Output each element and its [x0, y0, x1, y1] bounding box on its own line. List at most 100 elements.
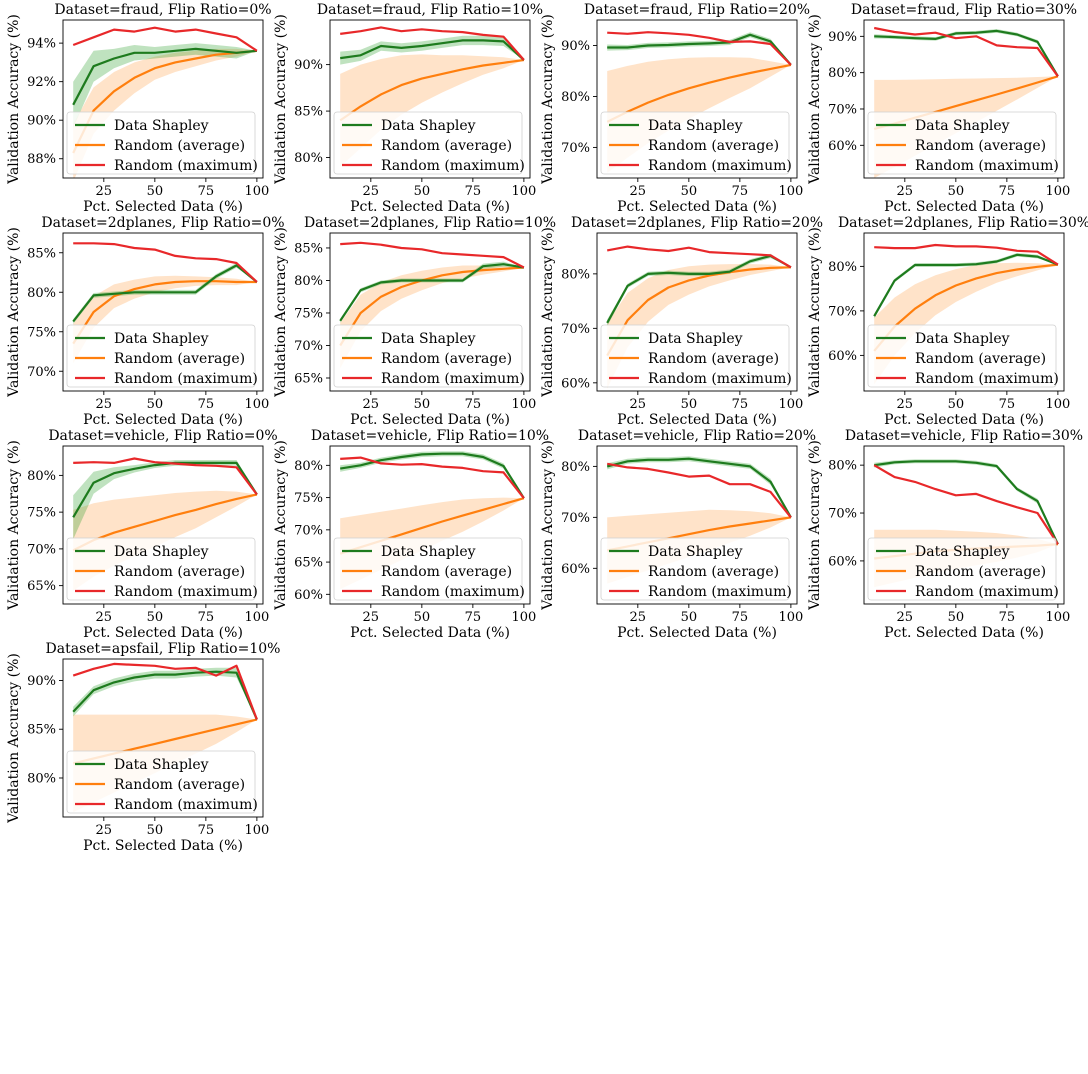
- random-maximum-line: [73, 457, 258, 496]
- random-maximum-line: [873, 26, 1059, 77]
- x-tick-label: 50: [414, 610, 431, 625]
- legend-box: [66, 537, 256, 601]
- random-average-line: [873, 263, 1059, 352]
- y-axis-label: Validation Accuracy (%): [6, 440, 22, 611]
- x-tick-label: 50: [681, 397, 698, 412]
- x-axis-label: Pct. Selected Data (%): [83, 838, 243, 854]
- y-tick-label: 60%: [561, 562, 590, 577]
- y-axis-label: Validation Accuracy (%): [273, 440, 289, 611]
- subplot-title: Dataset=vehicle, Flip Ratio=30%: [845, 428, 1083, 444]
- legend-label-shapley: Data Shapley: [381, 118, 476, 134]
- x-tick-label: 25: [897, 184, 914, 199]
- legend-label-avg: Random (average): [114, 138, 245, 154]
- y-axis-label: Validation Accuracy (%): [6, 227, 22, 398]
- axes-frame: [62, 232, 264, 392]
- legend-label-avg: Random (average): [648, 351, 779, 367]
- x-axis-label: Pct. Selected Data (%): [884, 412, 1044, 428]
- y-tick-label: 90%: [828, 30, 857, 45]
- axes-frame: [62, 445, 264, 605]
- x-tick-label: 100: [778, 610, 803, 625]
- legend-label-max: Random (maximum): [915, 371, 1059, 387]
- subplot-1: Dataset=fraud, Flip Ratio=0% Validation A…: [6, 2, 272, 215]
- legend: Data Shapley Random (average) Random (maxi…: [600, 537, 792, 601]
- legend-label-shapley: Data Shapley: [114, 118, 209, 134]
- legend-label-max: Random (maximum): [381, 584, 525, 600]
- legend-label-max: Random (maximum): [114, 158, 258, 174]
- legend: Data Shapley Random (average) Random (maxi…: [66, 537, 258, 601]
- data-shapley-line: [72, 670, 258, 720]
- y-tick-label: 65%: [27, 579, 56, 594]
- x-tick-label: 25: [897, 610, 914, 625]
- legend-label-shapley: Data Shapley: [381, 544, 476, 560]
- y-tick-label: 80%: [294, 459, 323, 474]
- x-tick-label: 25: [96, 610, 113, 625]
- y-tick-label: 70%: [828, 102, 857, 117]
- subplot-title: Dataset=2dplanes, Flip Ratio=30%: [838, 215, 1088, 231]
- axes-frame: [329, 19, 531, 179]
- legend-box: [867, 537, 1057, 601]
- x-tick-label: 100: [511, 184, 536, 199]
- legend-label-avg: Random (average): [648, 564, 779, 580]
- y-axis-label: Validation Accuracy (%): [6, 653, 22, 824]
- y-tick-label: 80%: [561, 267, 590, 282]
- random-average-band: [73, 275, 257, 364]
- x-tick-label: 75: [999, 184, 1016, 199]
- x-tick-label: 50: [414, 184, 431, 199]
- x-tick-label: 50: [147, 823, 164, 838]
- data-shapley-line: [874, 460, 1059, 545]
- legend-label-shapley: Data Shapley: [915, 331, 1010, 347]
- x-tick-label: 75: [465, 184, 482, 199]
- legend-label-max: Random (maximum): [648, 158, 792, 174]
- random-maximum-line: [340, 241, 525, 269]
- subplot-title: Dataset=apsfail, Flip Ratio=10%: [46, 641, 281, 657]
- x-tick-label: 75: [732, 610, 749, 625]
- legend-label-max: Random (maximum): [915, 584, 1059, 600]
- y-axis-label: Validation Accuracy (%): [807, 440, 823, 611]
- x-axis-label: Pct. Selected Data (%): [884, 199, 1044, 215]
- y-tick-label: 70%: [828, 304, 857, 319]
- legend-label-shapley: Data Shapley: [648, 331, 743, 347]
- legend-label-avg: Random (average): [915, 138, 1046, 154]
- x-tick-label: 75: [999, 397, 1016, 412]
- x-tick-label: 50: [681, 610, 698, 625]
- plot-area: [606, 245, 792, 389]
- x-tick-label: 50: [147, 610, 164, 625]
- y-tick-label: 90%: [27, 114, 56, 129]
- y-tick-label: 75%: [294, 491, 323, 506]
- x-axis-label: Pct. Selected Data (%): [350, 199, 510, 215]
- y-tick-label: 70%: [561, 322, 590, 337]
- y-tick-label: 75%: [294, 306, 323, 321]
- subplot-title: Dataset=vehicle, Flip Ratio=0%: [48, 428, 277, 444]
- x-tick-label: 50: [414, 397, 431, 412]
- legend-label-shapley: Data Shapley: [648, 544, 743, 560]
- y-tick-label: 60%: [561, 376, 590, 391]
- legend-label-shapley: Data Shapley: [648, 118, 743, 134]
- legend-label-avg: Random (average): [381, 351, 512, 367]
- axes-frame: [62, 658, 264, 818]
- random-maximum-line: [607, 31, 792, 66]
- legend: Data Shapley Random (average) Random (maxi…: [66, 324, 258, 388]
- data-shapley-line: [606, 457, 792, 518]
- random-average-line: [72, 493, 258, 552]
- legend: Data Shapley Random (average) Random (maxi…: [66, 750, 258, 814]
- legend-box: [600, 537, 790, 601]
- x-axis-label: Pct. Selected Data (%): [884, 625, 1044, 641]
- x-tick-label: 50: [681, 184, 698, 199]
- random-average-band: [607, 57, 791, 173]
- subplot-11: Dataset=vehicle, Flip Ratio=20% Validatio…: [540, 428, 816, 641]
- subplot-title: Dataset=fraud, Flip Ratio=30%: [851, 2, 1077, 18]
- x-axis-label: Pct. Selected Data (%): [83, 199, 243, 215]
- y-axis-label: Validation Accuracy (%): [807, 227, 823, 398]
- legend-label-max: Random (maximum): [381, 371, 525, 387]
- data-shapley-line: [72, 264, 258, 323]
- subplot-2: Dataset=fraud, Flip Ratio=10% Validation …: [273, 2, 543, 215]
- subplot-8: Dataset=2dplanes, Flip Ratio=30% Validati…: [807, 215, 1088, 428]
- subplot-3: Dataset=fraud, Flip Ratio=20% Validation …: [540, 2, 810, 215]
- y-tick-label: 90%: [27, 674, 56, 689]
- legend-label-max: Random (maximum): [915, 158, 1059, 174]
- plot-area: [339, 26, 525, 167]
- shapley-band: [73, 263, 257, 324]
- subplot-title: Dataset=fraud, Flip Ratio=10%: [317, 2, 543, 18]
- x-tick-label: 25: [363, 184, 380, 199]
- shapley-band: [607, 253, 791, 327]
